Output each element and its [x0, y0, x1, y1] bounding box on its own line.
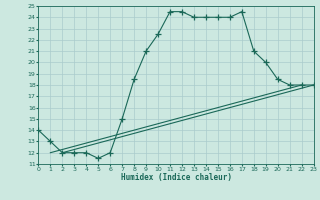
X-axis label: Humidex (Indice chaleur): Humidex (Indice chaleur) — [121, 173, 231, 182]
